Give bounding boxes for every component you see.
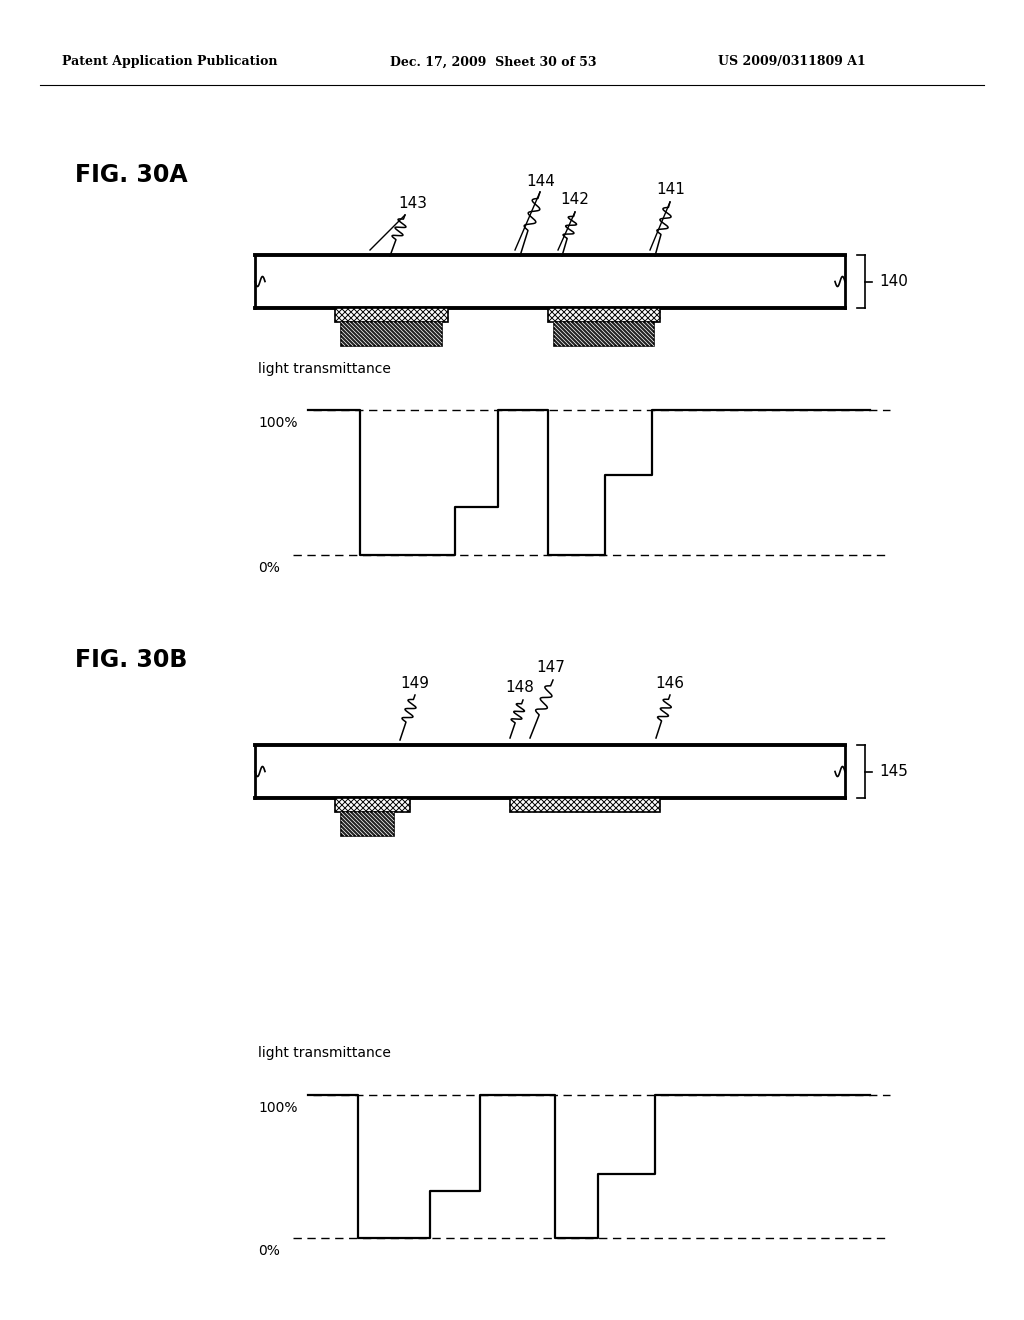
Text: 0%: 0% [258, 561, 280, 576]
Text: 145: 145 [879, 764, 908, 779]
Bar [335, 308, 449, 322]
Text: 149: 149 [400, 676, 429, 690]
Bar [341, 322, 442, 346]
Text: light transmittance: light transmittance [258, 1045, 391, 1060]
Text: Dec. 17, 2009  Sheet 30 of 53: Dec. 17, 2009 Sheet 30 of 53 [390, 55, 597, 69]
Bar [554, 322, 654, 346]
Bar [341, 812, 394, 836]
Text: FIG. 30A: FIG. 30A [75, 162, 187, 187]
Text: 100%: 100% [258, 1101, 298, 1115]
Bar [510, 799, 660, 812]
Bar [548, 308, 660, 322]
Text: 144: 144 [526, 173, 555, 189]
Text: 147: 147 [536, 660, 565, 676]
Text: 148: 148 [505, 681, 534, 696]
Text: FIG. 30B: FIG. 30B [75, 648, 187, 672]
Text: 0%: 0% [258, 1243, 280, 1258]
Bar [335, 799, 410, 812]
Text: 143: 143 [398, 197, 427, 211]
Text: 140: 140 [879, 275, 908, 289]
Text: 141: 141 [656, 182, 685, 198]
Text: light transmittance: light transmittance [258, 362, 391, 376]
Text: 146: 146 [655, 676, 684, 690]
Text: 100%: 100% [258, 416, 298, 430]
Text: 142: 142 [560, 193, 589, 207]
Text: US 2009/0311809 A1: US 2009/0311809 A1 [718, 55, 865, 69]
Text: Patent Application Publication: Patent Application Publication [62, 55, 278, 69]
